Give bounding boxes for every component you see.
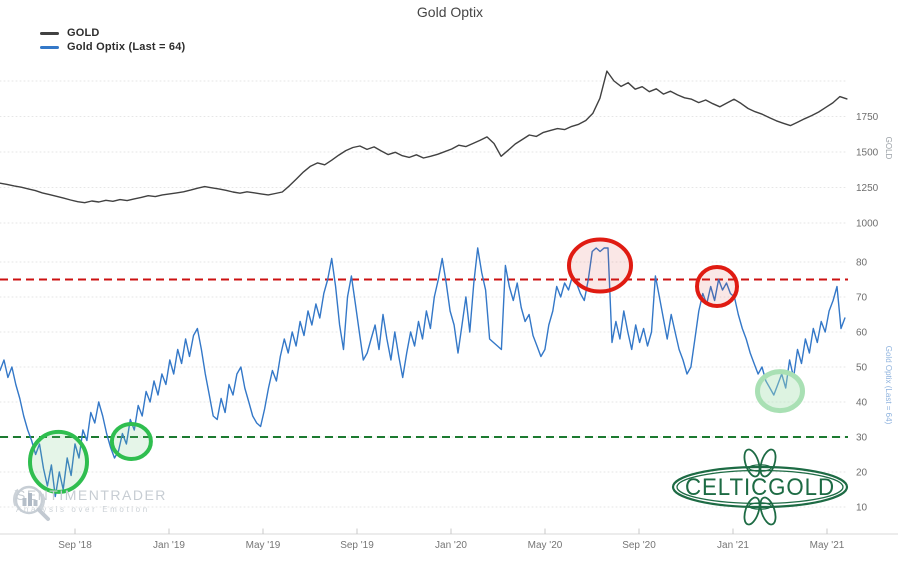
extreme-low-circle: [28, 429, 89, 494]
legend-label-optix: Gold Optix (Last = 64): [67, 41, 186, 53]
y-tick-label-optix: 50: [856, 363, 868, 374]
y-tick-label-gold: 1750: [856, 112, 879, 123]
legend-label-gold: GOLD: [67, 27, 100, 39]
y-tick-label-optix: 40: [856, 398, 868, 409]
x-tick-label: Jan '20: [435, 540, 467, 551]
celtic-knot-lens: [748, 502, 772, 510]
y-tick-label-gold: 1250: [856, 183, 879, 194]
celtic-knot-petal: [743, 496, 761, 526]
y-tick-label-optix: 60: [856, 328, 868, 339]
celticgold-text: CELTICGOLD: [685, 474, 835, 501]
gold-line-swatch: [40, 31, 59, 35]
extreme-low-circle: [755, 369, 805, 414]
celticgold-logo: CELTICGOLD: [671, 448, 849, 526]
gold-axis-title: GOLD: [884, 137, 893, 160]
celtic-knot-petal: [743, 448, 761, 478]
x-tick-label: May '20: [528, 540, 563, 551]
y-tick-label-optix: 20: [856, 468, 868, 479]
y-tick-label-optix: 30: [856, 433, 868, 444]
gold-price-line: [0, 70, 848, 204]
y-tick-label-optix: 80: [856, 258, 868, 269]
sentimentrader-watermark: SENTIMENTRADER Analysis over Emotion: [10, 483, 167, 521]
celtic-knot-petal: [759, 496, 777, 526]
extreme-high-circle: [695, 265, 739, 308]
watermark-tagline: Analysis over Emotion: [16, 505, 150, 514]
x-tick-label: May '19: [246, 540, 281, 551]
sentimentrader-logo-icon: [12, 485, 50, 521]
y-tick-label-gold: 1000: [856, 219, 879, 230]
celtic-knot-petal: [759, 448, 777, 478]
optix-axis-title: Gold Optix (Last = 64): [884, 346, 893, 425]
watermark-name: SENTIMENTRADER: [16, 487, 167, 503]
optix-line-swatch: [40, 45, 59, 49]
x-tick-label: Sep '19: [340, 540, 374, 551]
legend-item-optix: Gold Optix (Last = 64): [40, 40, 185, 54]
x-tick-label: Jan '21: [717, 540, 749, 551]
y-tick-label-gold: 1500: [856, 148, 879, 159]
extreme-low-circle: [109, 422, 153, 461]
x-tick-label: Jan '19: [153, 540, 185, 551]
page-title: Gold Optix: [416, 4, 484, 20]
legend: GOLD Gold Optix (Last = 64): [40, 26, 185, 54]
y-tick-label-optix: 70: [856, 293, 868, 304]
watermark-texts: SENTIMENTRADER Analysis over Emotion: [16, 483, 167, 514]
legend-item-gold: GOLD: [40, 26, 185, 40]
celtic-knot-lens: [748, 464, 772, 472]
extreme-high-circle: [567, 237, 633, 294]
x-tick-label: Sep '20: [622, 540, 656, 551]
gold-optix-line: [0, 247, 846, 498]
y-tick-label-optix: 10: [856, 503, 868, 514]
x-tick-label: May '21: [810, 540, 845, 551]
x-tick-label: Sep '18: [58, 540, 92, 551]
